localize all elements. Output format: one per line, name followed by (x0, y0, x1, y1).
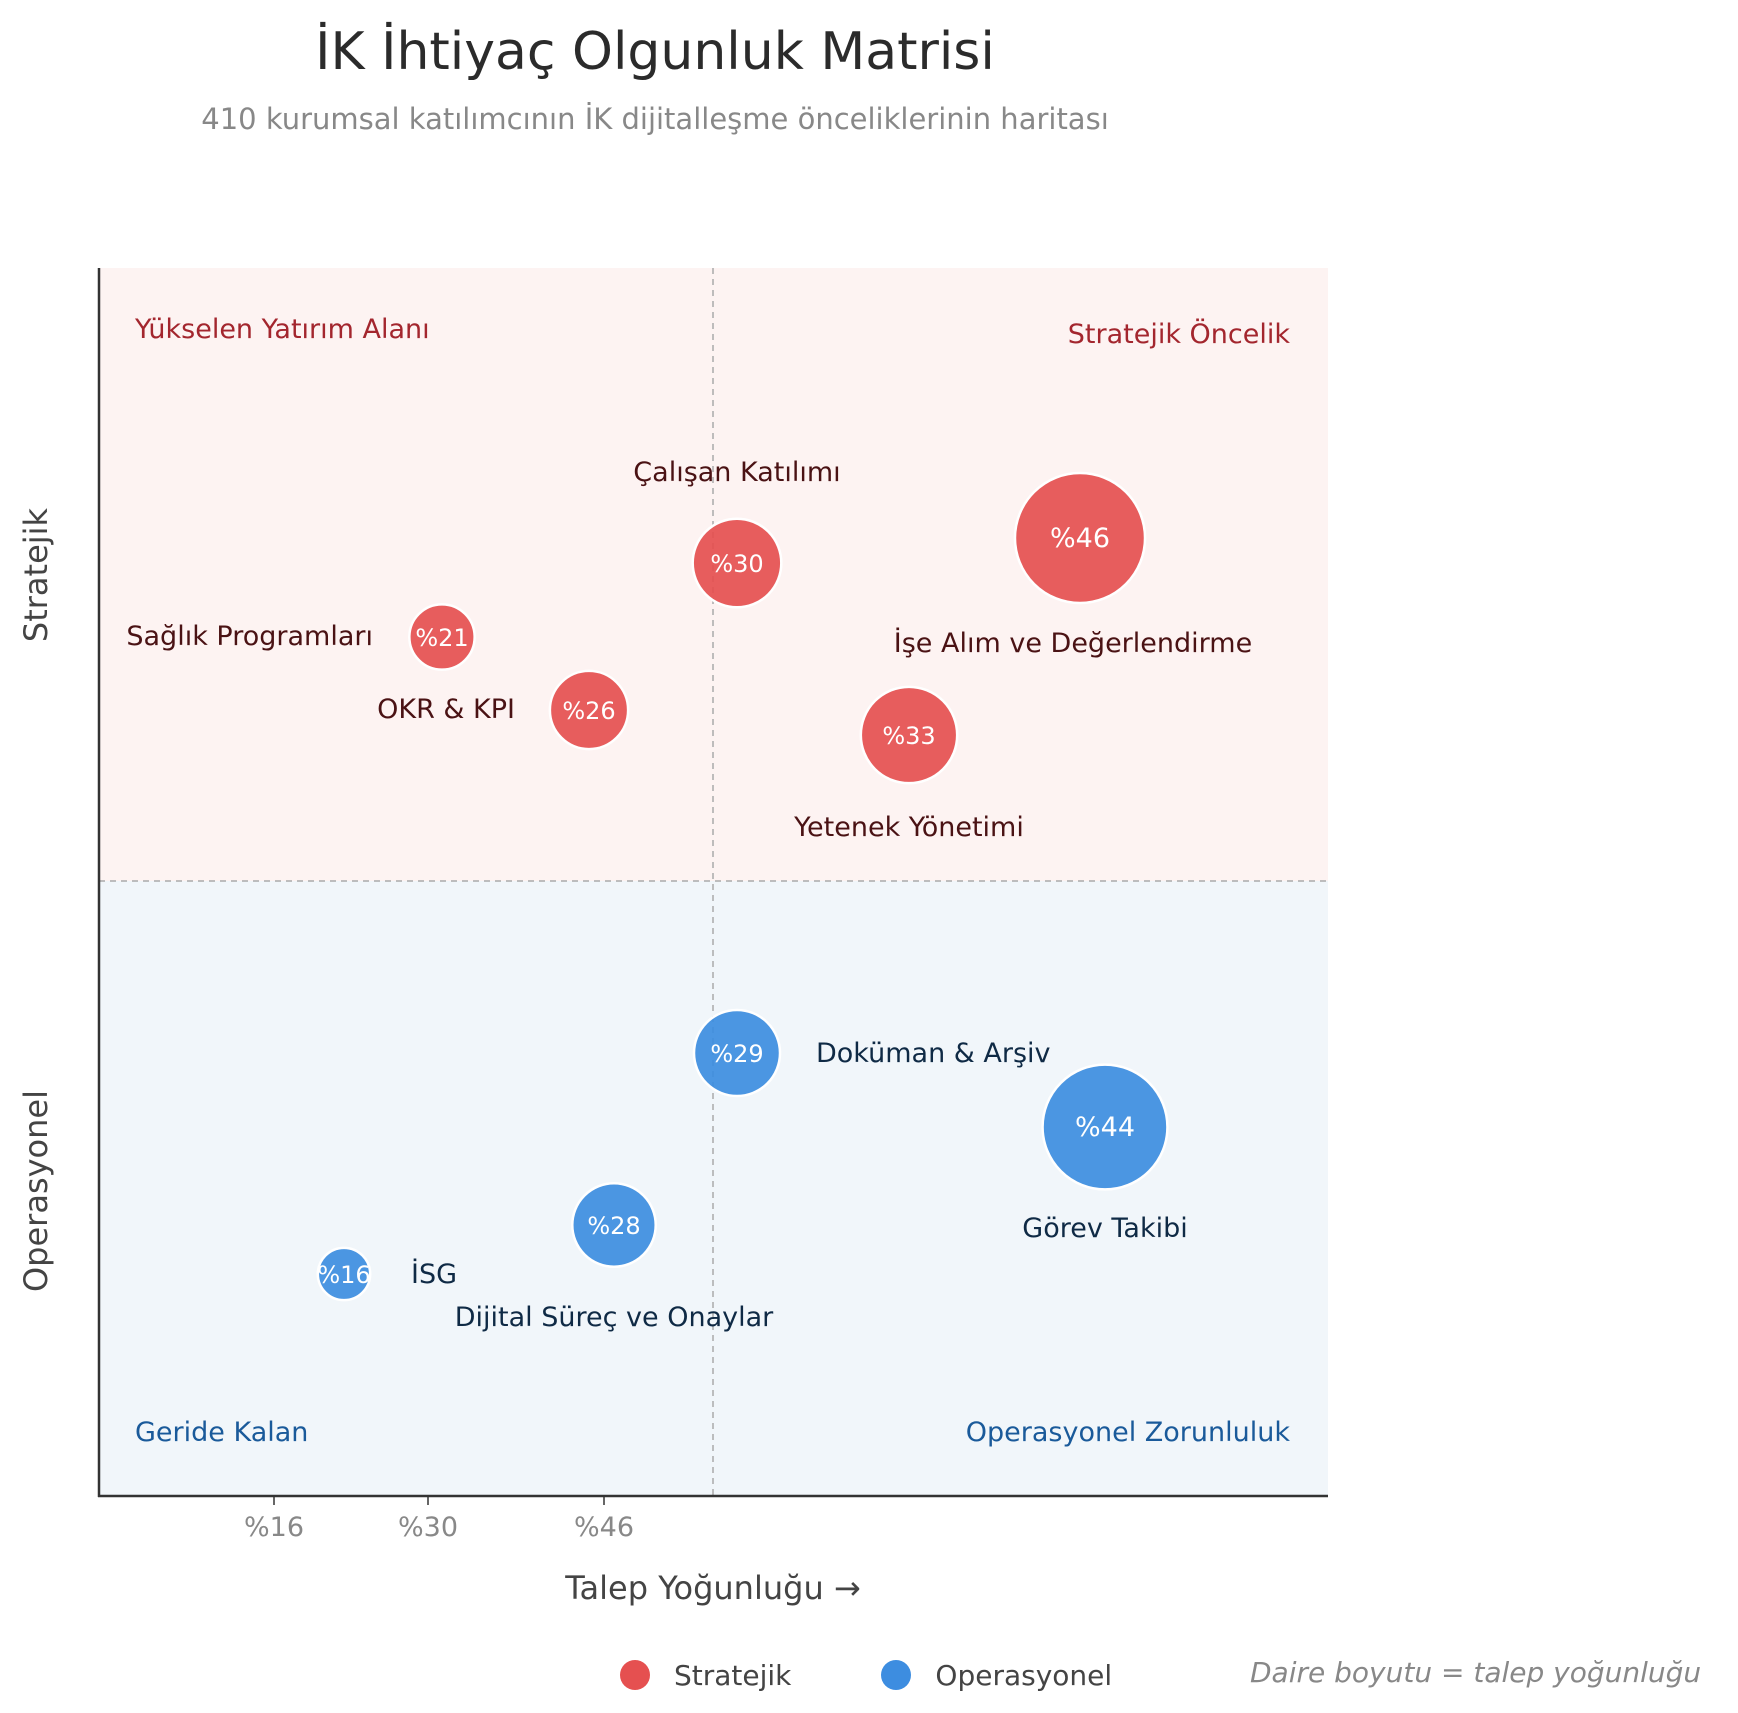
legend-marker-stratejik (620, 1660, 650, 1690)
bubble-value-calisan-katilimi: %30 (710, 550, 763, 578)
x-tick-label: %46 (574, 1512, 634, 1543)
x-axis-label: Talep Yoğunluğu → (564, 1569, 860, 1607)
chart-subtitle: 410 kurumsal katılımcının İK dijitalleşm… (201, 102, 1109, 136)
bubble-yetenek-yonetimi (859, 685, 959, 785)
bubble-value-isg: %16 (317, 1261, 370, 1289)
legend-label-stratejik: Stratejik (674, 1658, 792, 1692)
bubble-calisan-katilimi (691, 517, 783, 609)
bubble-label-calisan-katilimi: Çalışan Katılımı (633, 457, 840, 488)
bubble-label-yetenek-yonetimi: Yetenek Yönetimi (793, 812, 1024, 843)
legend-item-operasyonel: Operasyonel (881, 1659, 1112, 1692)
bubble-value-ise-alim-ve-degerlendirme: %46 (1050, 523, 1110, 554)
legend-marker-operasyonel (881, 1660, 912, 1690)
y-category-label-operasyonel: Operasyonel (17, 1090, 55, 1292)
bubble-value-saglik-programlari: %21 (415, 624, 468, 652)
quadrant-label-bottom-right: Operasyonel Zorunluluk (966, 1417, 1291, 1448)
bubble-label-dokuman-arsiv: Doküman & Arşiv (816, 1038, 1051, 1069)
chart-title: İK İhtiyaç Olgunluk Matrisi (315, 22, 995, 82)
legend: Stratejik Operasyonel (620, 1653, 1202, 1697)
bubble-label-ise-alim-ve-degerlendirme: İşe Alım ve Değerlendirme (894, 627, 1252, 659)
bubble-saglik-programlari (408, 603, 476, 671)
bubble-gorev-takibi (1041, 1063, 1169, 1191)
size-note: Daire boyutu = talep yoğunluğu (1250, 1656, 1702, 1689)
bubble-value-yetenek-yonetimi: %33 (882, 722, 935, 750)
bubble-dokuman-arsiv (692, 1008, 782, 1098)
quadrant-label-bottom-left: Geride Kalan (135, 1417, 308, 1448)
bubble-value-dokuman-arsiv: %29 (710, 1040, 763, 1068)
legend-label-operasyonel: Operasyonel (935, 1658, 1113, 1692)
y-category-label-stratejik: Stratejik (17, 507, 55, 642)
bubble-label-saglik-programlari: Sağlık Programları (126, 621, 373, 652)
bubble-value-okr-kpi: %26 (562, 697, 615, 725)
bubble-dijital-surec-ve-onaylar (571, 1182, 657, 1268)
x-tick-label: %30 (398, 1512, 458, 1543)
bubble-value-dijital-surec-ve-onaylar: %28 (587, 1212, 640, 1240)
bubble-label-isg: İSG (411, 1258, 457, 1290)
bubble-value-gorev-takibi: %44 (1075, 1112, 1135, 1143)
quadrant-label-top-left: Yükselen Yatırım Alanı (134, 314, 430, 345)
x-tick-label: %16 (244, 1512, 304, 1543)
bubble-label-gorev-takibi: Görev Takibi (1022, 1213, 1187, 1244)
bubble-okr-kpi (548, 669, 630, 751)
legend-item-stratejik: Stratejik (620, 1659, 791, 1692)
bubble-label-dijital-surec-ve-onaylar: Dijital Süreç ve Onaylar (455, 1302, 774, 1333)
bubble-ise-alim-ve-degerlendirme (1013, 471, 1147, 605)
quadrant-label-top-right: Stratejik Öncelik (1068, 318, 1291, 350)
bubble-label-okr-kpi: OKR & KPI (377, 694, 515, 725)
bubble-isg (316, 1246, 372, 1302)
